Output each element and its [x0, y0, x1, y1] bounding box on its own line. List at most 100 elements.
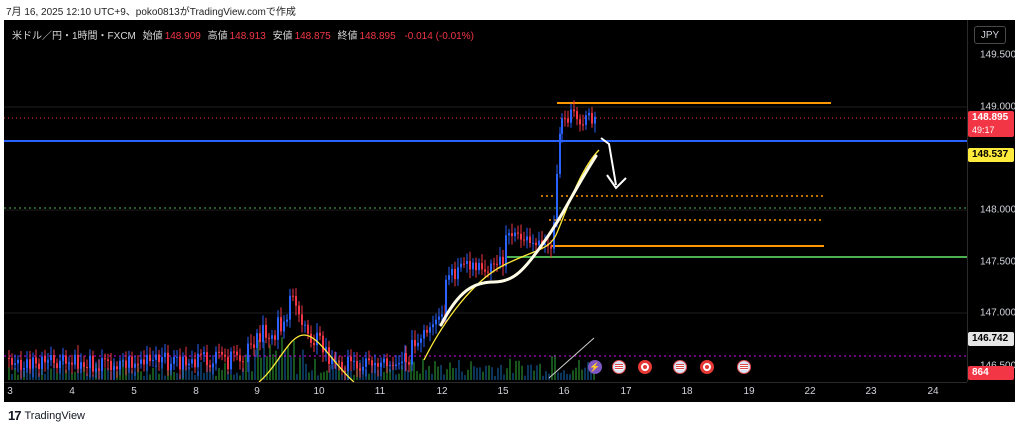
- currency-button[interactable]: JPY: [974, 26, 1006, 44]
- volume-bar: [419, 373, 421, 380]
- candle-body: [188, 363, 190, 366]
- candle-body: [167, 352, 169, 371]
- volume-bar: [422, 358, 424, 380]
- volume-bar: [488, 365, 490, 380]
- candle-body: [182, 356, 184, 370]
- volume-bar: [368, 373, 370, 380]
- candle-body: [316, 332, 318, 346]
- volume-bar: [395, 374, 397, 380]
- volume-bar: [17, 374, 19, 380]
- candle-body: [463, 263, 465, 265]
- candle-body: [185, 356, 187, 366]
- candle-body: [319, 332, 321, 336]
- volume-bar: [545, 371, 547, 380]
- candle-body: [588, 112, 590, 116]
- volume-trend-line: [548, 337, 595, 379]
- time-axis[interactable]: 3 4 5 8 9 10 11 12 15 16 17 18 19 22 23 …: [4, 382, 967, 402]
- volume-bar: [296, 373, 298, 380]
- volume-bar: [326, 370, 328, 380]
- time-tick: 10: [313, 386, 325, 397]
- candle-body: [371, 360, 373, 366]
- candle-body: [56, 363, 58, 369]
- volume-bar: [446, 369, 448, 380]
- candle-body: [573, 109, 575, 112]
- jp-flag-icon[interactable]: [700, 360, 714, 374]
- candle-body: [353, 360, 355, 362]
- volume-bar: [257, 339, 259, 380]
- volume-bar: [287, 345, 289, 380]
- tradingview-brand[interactable]: 17 TradingView: [8, 408, 85, 423]
- candle-body: [242, 361, 244, 363]
- candle-body: [414, 339, 416, 347]
- volume-bar: [509, 358, 511, 380]
- time-tick: 12: [436, 386, 448, 397]
- candle-body: [259, 333, 261, 343]
- us-flag-icon[interactable]: [737, 360, 751, 374]
- volume-bar: [203, 373, 205, 380]
- symbol-title[interactable]: 米ドル／円・1時間・FXCM: [12, 31, 136, 42]
- volume-bar: [260, 357, 262, 380]
- candle-body: [23, 368, 25, 370]
- price-axis[interactable]: 149.500 149.000 148.000 147.500 147.000 …: [967, 20, 1015, 382]
- tradingview-logo-icon: 17: [8, 408, 22, 423]
- candle-body: [209, 365, 211, 368]
- candle-body: [268, 337, 270, 339]
- volume-bar: [254, 349, 256, 380]
- candle-body: [20, 359, 22, 370]
- candle-body: [576, 111, 578, 120]
- candle-body: [26, 359, 28, 369]
- chart-frame[interactable]: 米ドル／円・1時間・FXCM 始値 148.909 高値 148.913 安値 148…: [4, 20, 1015, 402]
- candle-body: [155, 354, 157, 360]
- candle-body: [50, 355, 52, 361]
- bolt-icon[interactable]: ⚡: [588, 360, 602, 374]
- candle-body: [338, 361, 340, 363]
- volume-bar: [392, 361, 394, 380]
- change-value: -0.014 (-0.01%): [404, 31, 474, 42]
- candle-body: [561, 118, 563, 134]
- volume-bar: [251, 371, 253, 380]
- us-flag-icon[interactable]: [673, 360, 687, 374]
- candle-body: [86, 367, 88, 369]
- time-tick: 19: [743, 386, 755, 397]
- volume-bar: [77, 367, 79, 380]
- candle-body: [128, 356, 130, 368]
- candle-body: [359, 368, 361, 371]
- candle-body: [322, 335, 324, 353]
- volume-bar: [173, 371, 175, 380]
- candle-body: [511, 233, 513, 237]
- candle-body: [280, 317, 282, 332]
- us-flag-icon[interactable]: [612, 360, 626, 374]
- candle-body: [535, 242, 537, 246]
- candle-body: [227, 356, 229, 370]
- volume-bar: [74, 371, 76, 380]
- candle-body: [95, 368, 97, 372]
- candle-body: [11, 357, 13, 365]
- volume-bar: [50, 368, 52, 380]
- candle-body: [236, 351, 238, 356]
- candle-body: [74, 354, 76, 365]
- volume-bar: [485, 365, 487, 380]
- candle-body: [408, 362, 410, 365]
- volume-bar: [476, 367, 478, 380]
- candle-body: [65, 355, 67, 364]
- candle-body: [365, 358, 367, 367]
- volume-bar: [134, 372, 136, 380]
- volume-bar: [146, 365, 148, 380]
- line-price-tag: 148.537: [968, 148, 1014, 162]
- close-value: 148.895: [359, 31, 396, 42]
- volume-bar: [551, 356, 553, 380]
- price-tick: 149.000: [980, 101, 1015, 113]
- price-chart-canvas[interactable]: [4, 20, 967, 382]
- volume-bar: [284, 349, 286, 380]
- candle-body: [582, 124, 584, 126]
- candle-body: [579, 119, 581, 125]
- jp-flag-icon[interactable]: [638, 360, 652, 374]
- candle-body: [230, 351, 232, 370]
- candle-body: [200, 353, 202, 355]
- volume-bar: [248, 354, 250, 380]
- volume-bar: [560, 372, 562, 380]
- open-label: 始値: [142, 31, 163, 42]
- candle-body: [487, 271, 489, 273]
- volume-bar: [320, 372, 322, 380]
- volume-bar: [443, 374, 445, 380]
